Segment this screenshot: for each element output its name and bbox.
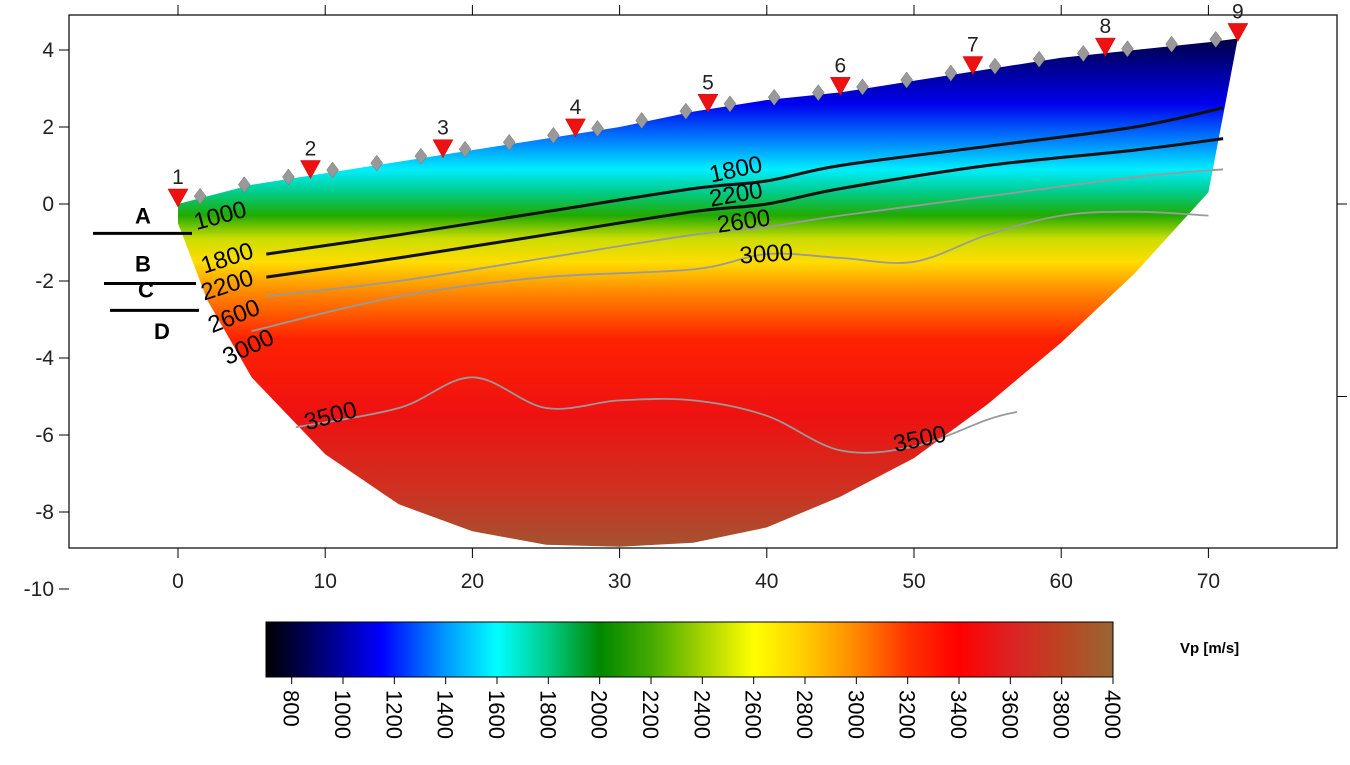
receiver-marker <box>767 88 781 106</box>
colorbar-ticks: 800 1000 1200 1400 1600 1800 2000 2200 2400 2600 2… <box>279 677 1125 739</box>
source-label: 8 <box>1100 15 1112 38</box>
receiver-marker <box>1165 35 1178 53</box>
receiver-marker <box>1076 44 1090 62</box>
colorbar-tick-label: 3400 <box>946 690 971 739</box>
receiver-marker <box>237 176 251 194</box>
colorbar-tick-label: 1800 <box>535 690 560 739</box>
contour-line-2200 <box>266 137 1224 279</box>
receiver-marker <box>193 187 207 205</box>
y-tick-label: -2 <box>35 270 54 293</box>
colorbar-tick-label: 3600 <box>997 690 1022 739</box>
source-label: 3 <box>437 117 449 140</box>
source-marker <box>962 56 984 76</box>
source-marker <box>300 160 321 180</box>
source-marker <box>167 188 189 208</box>
velocity-section-fill <box>178 38 1238 547</box>
receiver-marker <box>414 147 428 165</box>
source-label: 6 <box>835 54 847 77</box>
x-tick-label: 10 <box>314 570 337 593</box>
receiver-marker <box>326 161 339 179</box>
y-tick-label: -6 <box>35 424 54 447</box>
receiver-marker <box>282 168 295 186</box>
y-tick-label: 4 <box>42 39 54 62</box>
source-label: 4 <box>570 96 582 119</box>
receiver-marker <box>547 126 560 144</box>
receiver-marker <box>1121 40 1134 58</box>
receiver-marker <box>679 102 693 120</box>
contour-label-3000: 3000 <box>739 239 794 270</box>
source-label: 2 <box>305 138 317 161</box>
source-marker <box>1227 23 1249 42</box>
colorbar-tick-label: 1400 <box>433 690 458 739</box>
colorbar: 800 1000 1200 1400 1600 1800 2000 2200 2400 2600 2… <box>265 621 1239 739</box>
contours-layer <box>251 106 1224 454</box>
layer-label-B: B <box>135 251 151 276</box>
receivers-layer <box>193 30 1223 205</box>
source-label: 1 <box>172 166 184 189</box>
colorbar-tick-label: 3800 <box>1049 690 1074 739</box>
receiver-marker <box>591 120 604 137</box>
source-marker <box>829 77 851 96</box>
receiver-marker <box>856 78 869 96</box>
colorbar-tick-label: 3000 <box>843 690 868 739</box>
receiver-marker <box>812 84 825 102</box>
y-tick-label: -4 <box>35 347 54 370</box>
colorbar-tick-label: 2400 <box>689 690 714 739</box>
colorbar-tick-label: 4000 <box>1100 690 1125 739</box>
receiver-marker <box>1209 30 1223 48</box>
layer-label-D: D <box>154 319 170 344</box>
colorbar-tick-label: 800 <box>279 690 304 727</box>
y-tick-label: -10 <box>24 578 54 601</box>
receiver-marker <box>900 71 913 89</box>
colorbar-tick-label: 3200 <box>895 690 920 739</box>
contour-line-3000 <box>251 210 1209 332</box>
contour-line-3500 <box>295 376 1018 454</box>
contour-line-2600 <box>266 168 1224 298</box>
receiver-marker <box>370 154 384 172</box>
colorbar-gradient <box>265 621 1114 678</box>
x-tick-label: 50 <box>902 570 925 593</box>
x-tick-label: 70 <box>1197 570 1220 593</box>
colorbar-tick-label: 1600 <box>484 690 509 739</box>
source-marker <box>565 118 586 138</box>
source-label: 5 <box>702 71 714 94</box>
colorbar-tick-label: 2600 <box>741 690 766 739</box>
x-tick-label: 0 <box>172 570 184 593</box>
receiver-marker <box>1032 50 1046 68</box>
colorbar-tick-label: 2800 <box>792 690 817 739</box>
layer-label-A: A <box>135 203 151 228</box>
source-marker <box>1094 37 1116 57</box>
x-tick-label: 60 <box>1050 570 1073 593</box>
source-label: 9 <box>1232 0 1244 23</box>
x-tick-label: 30 <box>608 570 631 593</box>
receiver-marker <box>502 133 516 151</box>
x-tick-label: 20 <box>461 570 484 593</box>
x-tick-label: 40 <box>755 570 778 593</box>
receiver-marker <box>458 140 472 158</box>
colorbar-tick-label: 2200 <box>638 690 663 739</box>
colorbar-unit-label: Vp [m/s] <box>1180 640 1239 657</box>
receiver-marker <box>988 57 1002 75</box>
colorbar-tick-label: 1000 <box>330 690 355 739</box>
colorbar-tick-label: 2000 <box>587 690 612 739</box>
receiver-marker <box>635 111 648 129</box>
colorbar-tick-label: 1200 <box>381 690 406 739</box>
contour-line-1800 <box>266 106 1224 256</box>
source-label: 7 <box>967 34 979 57</box>
y-tick-label: 2 <box>42 116 54 139</box>
receiver-marker <box>723 95 737 113</box>
receiver-marker <box>944 64 958 82</box>
layer-label-C: C <box>138 277 154 302</box>
source-marker <box>697 94 719 113</box>
sources-layer: 1 2 3 4 5 6 7 8 9 <box>167 0 1249 208</box>
y-tick-label: -8 <box>35 501 54 524</box>
y-tick-label: 0 <box>42 193 54 216</box>
source-marker <box>432 139 454 159</box>
